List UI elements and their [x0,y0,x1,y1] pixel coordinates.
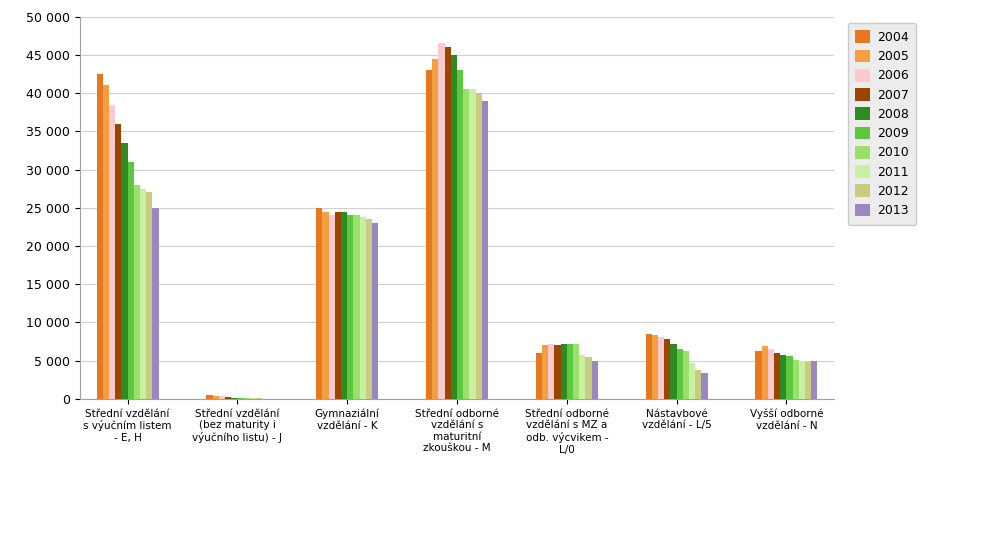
Bar [225,397,231,399]
Bar [573,344,579,399]
Bar [219,396,225,399]
Bar [579,355,585,399]
Bar [317,208,323,399]
Bar [683,351,689,399]
Bar [482,101,489,399]
Bar [774,353,780,399]
Bar [329,216,335,399]
Bar [244,398,250,399]
Bar [213,396,219,399]
Bar [207,395,213,399]
Bar [103,85,109,399]
Bar [433,59,439,399]
Bar [651,335,658,399]
Bar [591,361,597,399]
Bar [458,70,464,399]
Bar [439,43,445,399]
Bar [250,398,256,399]
Bar [585,357,591,399]
Bar [548,344,554,399]
Bar [335,212,341,399]
Bar [542,345,548,399]
Bar [554,345,560,399]
Bar [755,351,761,399]
Bar [146,192,153,399]
Bar [348,216,354,399]
Bar [360,217,366,399]
Bar [670,344,676,399]
Bar [238,398,244,399]
Bar [560,344,566,399]
Bar [451,55,458,399]
Bar [658,337,664,399]
Bar [780,355,786,399]
Legend: 2004, 2005, 2006, 2007, 2008, 2009, 2010, 2011, 2012, 2013: 2004, 2005, 2006, 2007, 2008, 2009, 2010… [848,23,916,225]
Bar [134,185,140,399]
Bar [445,47,451,399]
Bar [701,373,707,399]
Bar [372,223,379,399]
Bar [323,212,329,399]
Bar [792,360,799,399]
Bar [805,362,811,399]
Bar [128,162,134,399]
Bar [695,370,701,399]
Bar [115,124,122,399]
Bar [231,398,238,399]
Bar [97,74,103,399]
Bar [768,349,774,399]
Bar [464,89,470,399]
Bar [140,188,146,399]
Bar [122,143,128,399]
Bar [535,353,542,399]
Bar [354,216,360,399]
Bar [476,93,482,399]
Bar [341,212,348,399]
Bar [566,344,573,399]
Bar [366,219,372,399]
Bar [664,339,670,399]
Bar [426,70,433,399]
Bar [689,363,695,399]
Bar [761,346,768,399]
Bar [799,361,805,399]
Bar [676,349,683,399]
Bar [470,89,476,399]
Bar [645,334,651,399]
Bar [786,356,792,399]
Bar [811,361,817,399]
Bar [153,208,159,399]
Bar [109,105,115,399]
